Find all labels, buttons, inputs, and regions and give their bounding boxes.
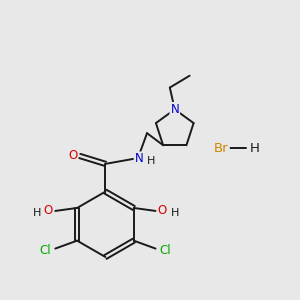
Text: Cl: Cl bbox=[40, 244, 51, 257]
Text: H: H bbox=[250, 142, 260, 154]
Text: N: N bbox=[170, 103, 179, 116]
Text: Cl: Cl bbox=[160, 244, 171, 257]
Text: O: O bbox=[68, 149, 77, 162]
Text: N: N bbox=[135, 152, 143, 165]
Text: H: H bbox=[33, 208, 41, 218]
Text: Br: Br bbox=[214, 142, 229, 154]
Text: O: O bbox=[158, 204, 167, 218]
Text: H: H bbox=[170, 208, 179, 218]
Text: O: O bbox=[44, 204, 53, 218]
Text: H: H bbox=[147, 156, 155, 166]
